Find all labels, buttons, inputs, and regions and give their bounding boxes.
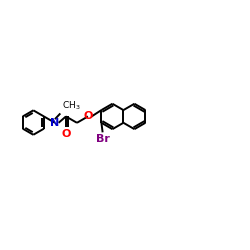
Text: N: N bbox=[50, 118, 59, 128]
Text: Br: Br bbox=[96, 134, 110, 143]
Text: CH$_3$: CH$_3$ bbox=[62, 100, 80, 112]
Text: O: O bbox=[61, 129, 70, 139]
Text: O: O bbox=[83, 112, 93, 122]
